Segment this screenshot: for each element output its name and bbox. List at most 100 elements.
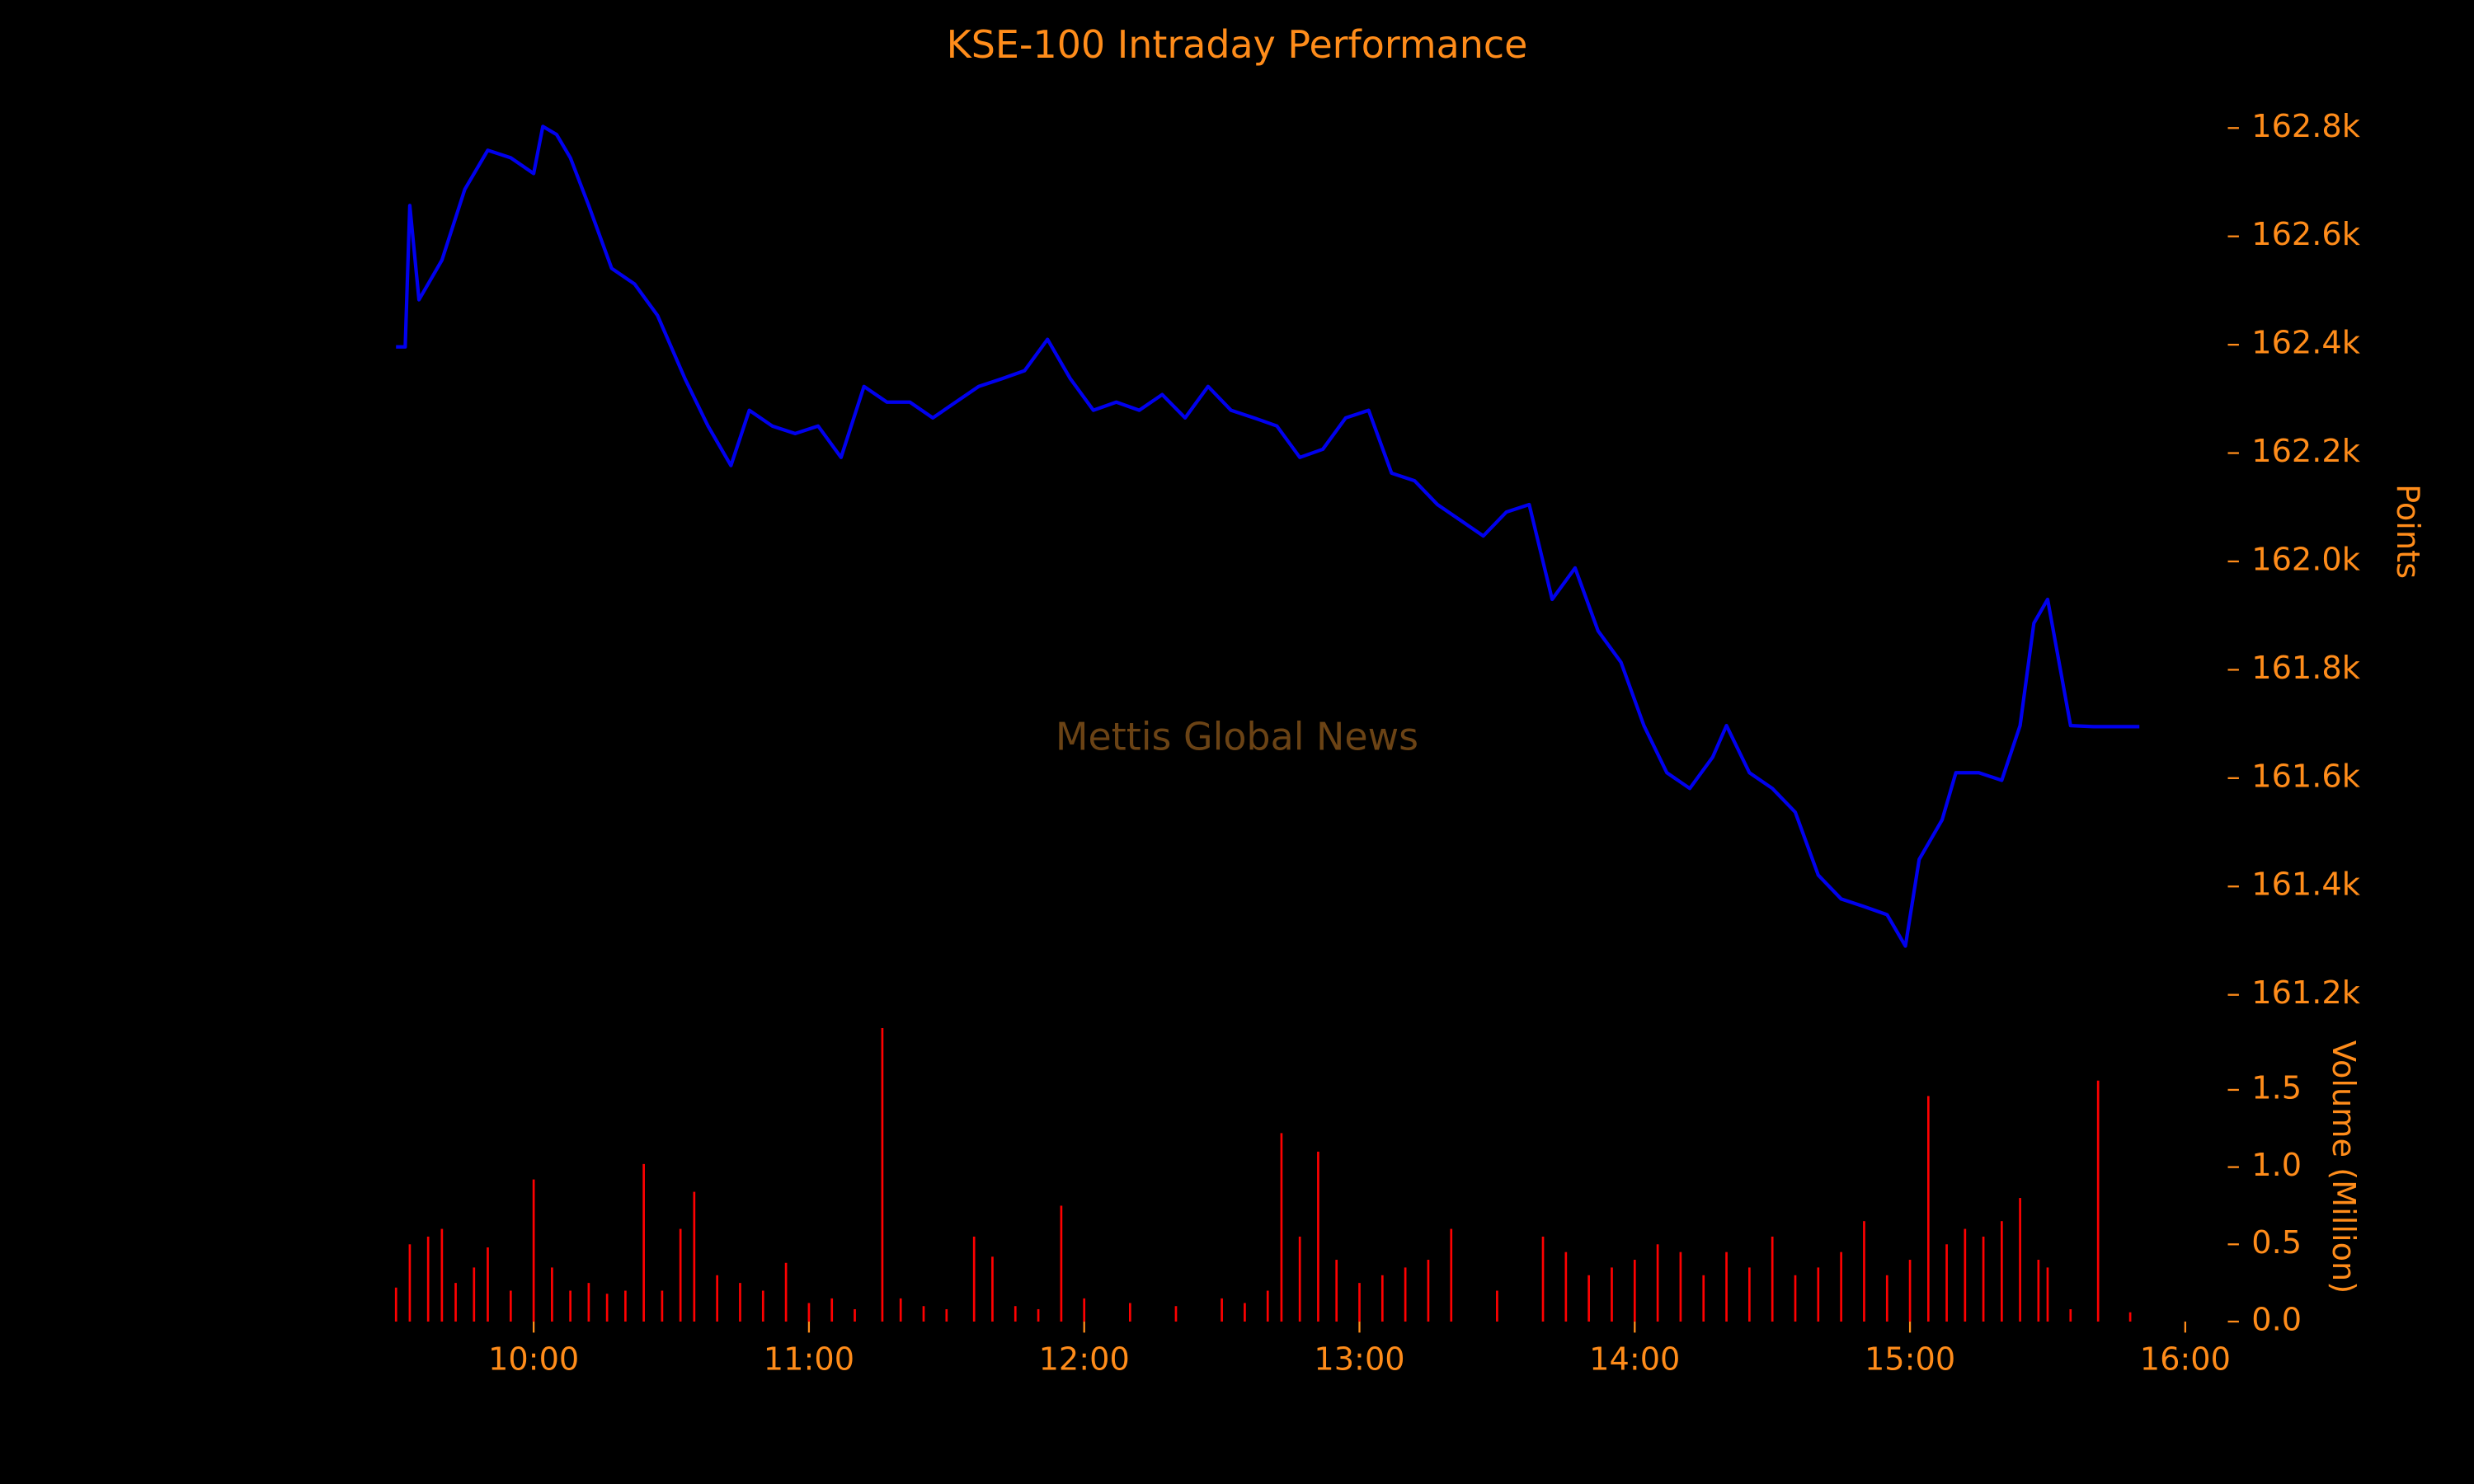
volume-bar — [1633, 1260, 1636, 1322]
volume-bar — [2046, 1267, 2049, 1322]
y-tick-label: 162.4k — [2251, 325, 2361, 362]
volume-bar — [408, 1244, 412, 1322]
volume-bar — [716, 1275, 718, 1322]
volume-bar — [1725, 1252, 1728, 1322]
watermark: Mettis Global News — [1056, 715, 1418, 759]
volume-bar — [587, 1283, 590, 1322]
volume-bar — [569, 1290, 571, 1322]
volume-bar — [1404, 1267, 1407, 1322]
volume-bar — [854, 1308, 856, 1322]
volume-bar — [1221, 1298, 1223, 1322]
volume-bar — [922, 1306, 925, 1322]
x-tick-label: 13:00 — [1314, 1341, 1404, 1378]
volume-bar — [1794, 1275, 1797, 1322]
volume-bar — [394, 1287, 397, 1322]
volume-bar — [532, 1179, 535, 1322]
volume-bar — [881, 1027, 884, 1322]
volume-bar — [739, 1283, 741, 1322]
volume-bar — [2096, 1080, 2100, 1322]
volume-bar — [1702, 1275, 1705, 1322]
volume-bar — [2069, 1308, 2072, 1322]
x-tick-label: 15:00 — [1865, 1341, 1955, 1378]
x-tick-label: 12:00 — [1039, 1341, 1130, 1378]
volume-bar — [1541, 1236, 1545, 1322]
volume-bar — [1748, 1267, 1751, 1322]
x-tick-label: 16:00 — [2140, 1341, 2231, 1378]
y-tick-label: 1.0 — [2251, 1147, 2302, 1184]
volume-bar — [2001, 1221, 2003, 1322]
volume-bar — [899, 1298, 902, 1322]
volume-bar — [1358, 1283, 1361, 1322]
y-tick-label: 161.8k — [2251, 650, 2361, 687]
volume-bar — [2019, 1198, 2021, 1322]
volume-bar — [1380, 1275, 1384, 1322]
y-tick-label: 161.4k — [2251, 866, 2361, 904]
volume-bar — [1885, 1275, 1888, 1322]
volume-bar — [1014, 1306, 1017, 1322]
volume-bar — [1982, 1236, 1985, 1322]
volume-bar — [1174, 1306, 1178, 1322]
volume-bar — [473, 1267, 476, 1322]
volume-bar — [661, 1290, 664, 1322]
y-tick-label: 0.5 — [2251, 1224, 2302, 1261]
volume-bar — [2128, 1312, 2132, 1322]
y-tick-label: 162.8k — [2251, 108, 2361, 145]
volume-bar — [1280, 1133, 1283, 1322]
volume-bar — [1060, 1205, 1063, 1322]
volume-bar — [1037, 1308, 1040, 1322]
volume-bar — [1083, 1298, 1086, 1322]
volume-bar — [624, 1290, 627, 1322]
y-tick-label: 0.0 — [2251, 1301, 2302, 1338]
volume-bar — [1244, 1303, 1246, 1322]
volume-bar — [1656, 1244, 1659, 1322]
volume-bar — [1335, 1260, 1338, 1322]
volume-bar — [1564, 1252, 1568, 1322]
volume-bar — [1129, 1303, 1131, 1322]
volume-bar — [605, 1294, 609, 1322]
volume-bar — [679, 1228, 682, 1322]
x-tick-label: 10:00 — [488, 1341, 579, 1378]
y-tick-label: 162.6k — [2251, 216, 2361, 253]
volume-bar — [454, 1283, 457, 1322]
x-tick-label: 14:00 — [1589, 1341, 1680, 1378]
volume-bar — [440, 1228, 444, 1322]
volume-bar — [1945, 1244, 1948, 1322]
volume-bar — [972, 1236, 976, 1322]
volume-bar — [642, 1163, 645, 1322]
volume-bar — [487, 1247, 489, 1322]
volume-bar — [991, 1256, 994, 1322]
volume-bar — [830, 1298, 834, 1322]
volume-bar — [1266, 1290, 1269, 1322]
volume-bar — [1450, 1228, 1453, 1322]
volume-bar — [1964, 1228, 1967, 1322]
volume-bar — [426, 1236, 430, 1322]
y2-axis-label: Volume (Million) — [2325, 1040, 2362, 1294]
volume-bar — [1863, 1221, 1865, 1322]
volume-bar — [1496, 1290, 1498, 1322]
volume-bar — [693, 1191, 696, 1322]
volume-bar — [1908, 1260, 1912, 1322]
volume-bar — [1840, 1252, 1842, 1322]
y-tick-label: 161.2k — [2251, 974, 2361, 1012]
volume-bar — [1771, 1236, 1774, 1322]
volume-bar — [1926, 1096, 1930, 1322]
x-tick-label: 11:00 — [764, 1341, 854, 1378]
volume-bar — [807, 1303, 811, 1322]
volume-bar — [551, 1267, 553, 1322]
volume-bar — [1817, 1267, 1820, 1322]
volume-bar — [1317, 1151, 1319, 1322]
volume-bar — [784, 1262, 788, 1322]
chart-title: KSE-100 Intraday Performance — [947, 22, 1528, 67]
volume-bar — [509, 1290, 512, 1322]
y-tick-label: 1.5 — [2251, 1069, 2302, 1106]
y-tick-label: 161.6k — [2251, 758, 2361, 795]
volume-bar — [1298, 1236, 1301, 1322]
volume-bar — [2037, 1260, 2040, 1322]
volume-bar — [1679, 1252, 1682, 1322]
volume-bar — [1611, 1267, 1613, 1322]
volume-bar — [1427, 1260, 1430, 1322]
volume-bar — [1587, 1275, 1590, 1322]
price-line — [396, 124, 2140, 948]
